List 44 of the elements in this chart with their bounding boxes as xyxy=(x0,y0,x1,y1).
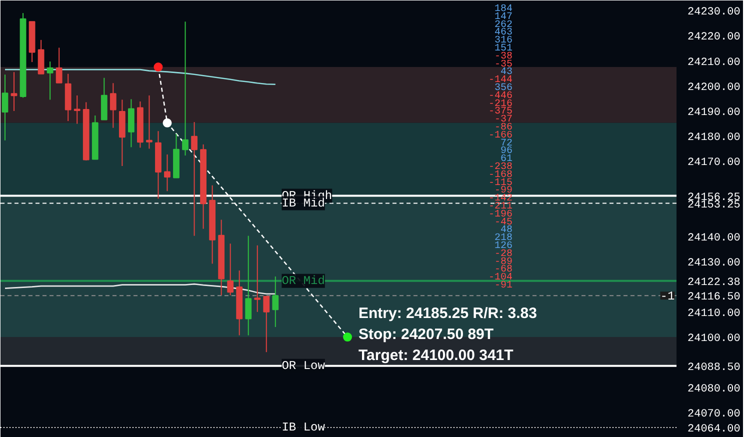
candlestick xyxy=(46,61,54,100)
y-tick-label: 24210.00 xyxy=(688,56,740,69)
y-tick-label: 24116.50 xyxy=(688,292,740,304)
point xyxy=(154,62,163,72)
annotation: Target: 24100.00 341T xyxy=(358,347,514,364)
candlestick xyxy=(227,243,234,296)
annotation: Stop: 24207.50 89T xyxy=(358,326,494,343)
y-tick-label: 24230.00 xyxy=(688,6,740,19)
ref-line-label: OR Low xyxy=(282,358,326,373)
point xyxy=(343,332,352,342)
y-tick-label: 24200.00 xyxy=(688,82,740,94)
candlestick xyxy=(2,74,8,141)
y-tick-label: 24130.00 xyxy=(688,258,740,270)
y-tick-label: 24153.25 xyxy=(688,199,740,212)
y-tick-label: 24122.38 xyxy=(688,276,740,289)
y-tick-label: 24088.50 xyxy=(688,362,740,374)
candlestick xyxy=(254,244,261,312)
y-tick-label: 24220.00 xyxy=(688,32,740,44)
candlestick xyxy=(10,72,18,112)
ref-line-label: OR Mid xyxy=(282,274,325,288)
annotation: -1 xyxy=(660,290,675,304)
candlestick xyxy=(56,47,62,84)
y-tick-label: 24190.00 xyxy=(688,107,740,120)
y-tick-label: 24110.00 xyxy=(688,308,740,320)
y-tick-label: 24080.00 xyxy=(688,383,740,396)
candlestick xyxy=(128,98,134,148)
annotation: Entry: 24185.25 R/R: 3.83 xyxy=(358,305,537,322)
point xyxy=(162,118,172,128)
ref-line-label: IB Low xyxy=(282,420,326,434)
candlestick xyxy=(110,82,116,128)
y-tick-label: 24100.00 xyxy=(688,333,740,346)
candlestick xyxy=(272,276,279,328)
y-tick-label: 24170.00 xyxy=(688,157,740,170)
y-tick-label: 24064.00 xyxy=(688,423,740,436)
y-tick-label: 24180.00 xyxy=(688,132,740,144)
candlestick xyxy=(182,21,188,156)
candlestick xyxy=(191,122,198,236)
y-tick-label: 24070.00 xyxy=(688,408,740,420)
candlestick xyxy=(146,94,152,150)
y-tick-label: 24140.00 xyxy=(688,232,740,245)
candlestick xyxy=(263,296,270,353)
candlestick xyxy=(74,94,80,124)
candlestick xyxy=(245,235,252,336)
candlestick xyxy=(164,154,170,192)
